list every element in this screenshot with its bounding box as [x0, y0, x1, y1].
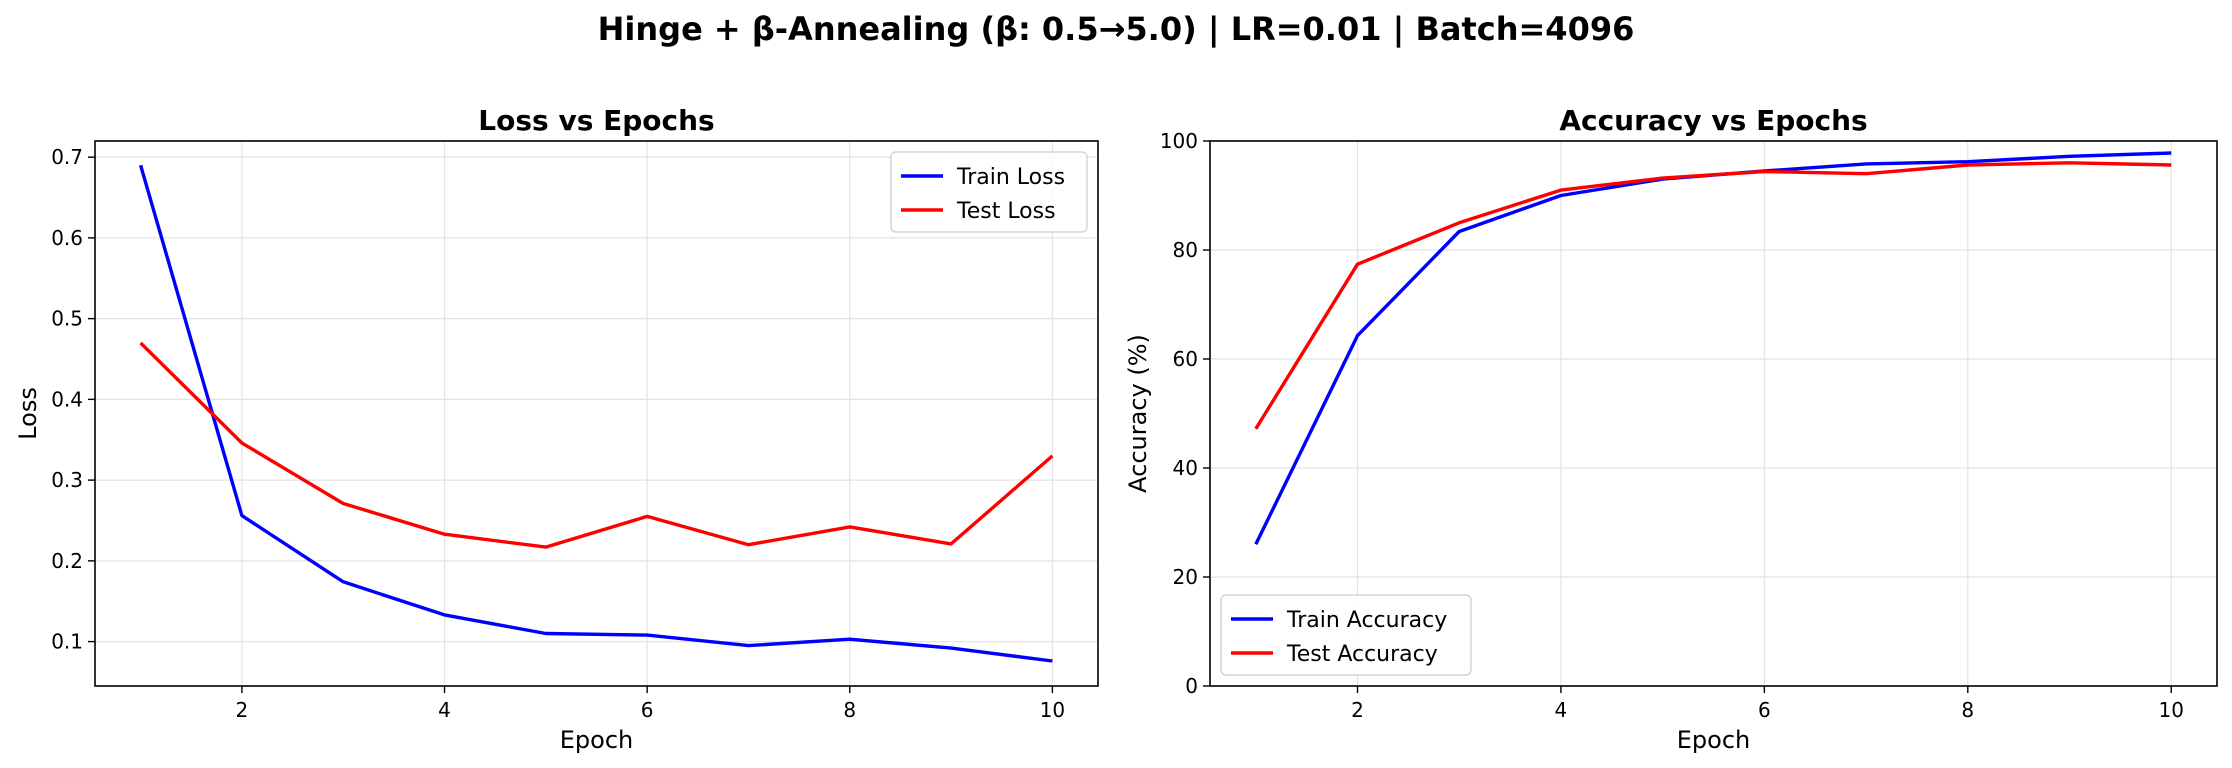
series-line-test-accuracy	[1254, 161, 2172, 430]
legend: Train Accuracy Test Accuracy	[1220, 594, 1472, 676]
legend-label: Test Loss	[956, 199, 1056, 224]
plot-frame	[1209, 140, 2218, 687]
y-axis-label: Accuracy (%)	[1124, 334, 1152, 493]
y-tick-label: 0.2	[51, 549, 83, 573]
x-tick-label: 8	[843, 698, 856, 722]
x-axis-label: Epoch	[1677, 726, 1751, 754]
x-tick-label: 6	[641, 698, 654, 722]
y-tick-label: 20	[1173, 565, 1198, 589]
loss-chart: 2 4 6 8 10 0.1 0.2 0.3 0.4 0.5 0.6 0.7 Loss vs Epoch…	[14, 104, 1099, 754]
x-tick-label: 10	[1040, 698, 1065, 722]
y-tick-label: 0	[1185, 674, 1198, 698]
x-tick-label: 2	[1351, 698, 1364, 722]
legend: Train Loss Test Loss	[890, 151, 1088, 233]
x-tick-label: 4	[1555, 698, 1568, 722]
legend-box	[890, 151, 1088, 233]
x-tick-label: 10	[2159, 698, 2184, 722]
x-tick-label: 8	[1961, 698, 1974, 722]
legend-label: Train Accuracy	[1286, 608, 1447, 633]
y-tick-label: 0.1	[51, 630, 83, 654]
y-tick-label: 0.3	[51, 468, 83, 492]
x-axis-label: Epoch	[560, 726, 634, 754]
x-tick-label: 6	[1758, 698, 1771, 722]
chart-title: Accuracy vs Epochs	[1559, 104, 1867, 137]
y-tick-label: 100	[1160, 129, 1198, 153]
y-tick-label: 60	[1173, 347, 1198, 371]
series-line-test-loss	[139, 341, 1054, 549]
y-tick-label: 0.6	[51, 226, 83, 250]
x-tick-label: 2	[236, 698, 249, 722]
y-tick-label: 40	[1173, 456, 1198, 480]
y-tick-label: 0.5	[51, 307, 83, 331]
chart-title: Loss vs Epochs	[478, 104, 714, 137]
y-tick-label: 0.4	[51, 387, 83, 411]
x-tick-label: 4	[438, 698, 451, 722]
y-axis-label: Loss	[14, 387, 42, 440]
legend-label: Test Accuracy	[1286, 642, 1438, 667]
plot-frame	[94, 140, 1099, 687]
figure-title: Hinge + β-Annealing (β: 0.5→5.0) | LR=0.…	[598, 10, 1635, 49]
series-line-train-loss	[138, 164, 1053, 663]
y-tick-label: 80	[1173, 238, 1198, 262]
legend-box	[1220, 594, 1472, 676]
legend-label: Train Loss	[956, 165, 1065, 190]
y-tick-label: 0.7	[51, 145, 83, 169]
